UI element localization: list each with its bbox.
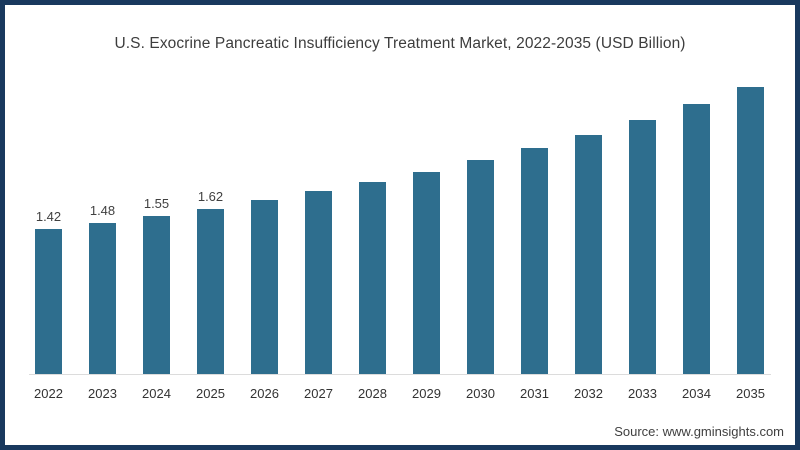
x-axis-label: 2030 [466,386,495,401]
x-axis-label: 2027 [304,386,333,401]
bar-column-2035: 2035 [736,87,765,401]
x-axis-label: 2023 [88,386,117,401]
bar-column-2023: 1.48 2023 [88,203,117,401]
plot-area: 1.42 2022 1.48 2023 1.55 2024 1.62 2025 2026 2027… [34,62,765,401]
bar [35,229,62,374]
bar [143,216,170,374]
bar-column-2024: 1.55 2024 [142,196,171,401]
x-axis-line [29,374,771,375]
bar-column-2033: 2033 [628,120,657,401]
bar-column-2026: 2026 [250,200,279,401]
bar [521,148,548,374]
x-axis-label: 2025 [196,386,225,401]
x-axis-label: 2022 [34,386,63,401]
x-axis-label: 2032 [574,386,603,401]
bar [629,120,656,374]
source-attribution: Source: www.gminsights.com [614,424,784,439]
x-axis-label: 2033 [628,386,657,401]
bar [305,191,332,374]
bar-column-2028: 2028 [358,182,387,401]
bar [467,160,494,374]
x-axis-label: 2028 [358,386,387,401]
bar [737,87,764,374]
bar-column-2031: 2031 [520,148,549,401]
bar-value-label: 1.48 [89,203,116,218]
bar-column-2029: 2029 [412,172,441,401]
bar-column-2025: 1.62 2025 [196,189,225,401]
bar-column-2032: 2032 [574,135,603,401]
x-axis-label: 2031 [520,386,549,401]
x-axis-label: 2035 [736,386,765,401]
bar-value-label: 1.62 [197,189,224,204]
x-axis-label: 2029 [412,386,441,401]
bar-column-2022: 1.42 2022 [34,209,63,401]
bar [575,135,602,374]
bar [359,182,386,374]
bar [251,200,278,374]
bar [197,209,224,374]
bar-column-2034: 2034 [682,104,711,401]
chart-title: U.S. Exocrine Pancreatic Insufficiency T… [114,35,686,52]
bar [683,104,710,374]
x-axis-label: 2024 [142,386,171,401]
bar [413,172,440,374]
bar-value-label: 1.42 [35,209,62,224]
bar-column-2027: 2027 [304,191,333,401]
bar-value-label: 1.55 [143,196,170,211]
x-axis-label: 2034 [682,386,711,401]
x-axis-label: 2026 [250,386,279,401]
bar-column-2030: 2030 [466,160,495,401]
bar [89,223,116,374]
